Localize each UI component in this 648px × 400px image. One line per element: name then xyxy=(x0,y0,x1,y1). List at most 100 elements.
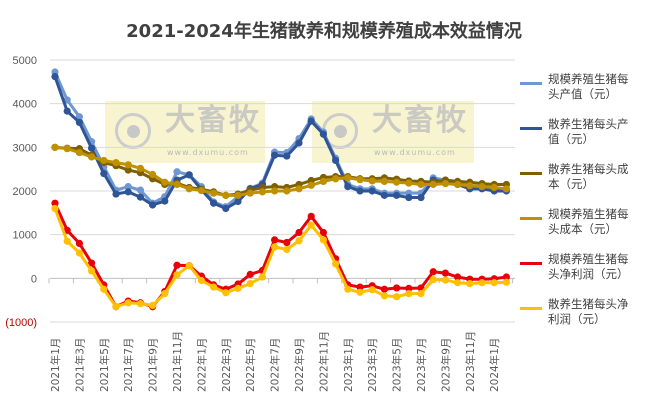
data-point xyxy=(173,168,181,176)
x-tick-label: 2022年7月 xyxy=(269,338,282,392)
x-tick-label: 2023年5月 xyxy=(391,338,404,392)
data-point xyxy=(63,145,71,153)
data-point xyxy=(271,243,279,251)
data-point xyxy=(161,178,169,186)
data-point xyxy=(136,164,144,172)
legend-label: 头成本（元） xyxy=(548,222,617,236)
legend-line-marker xyxy=(520,217,542,220)
data-point xyxy=(185,262,193,270)
watermark-url: www.dxumu.com xyxy=(167,148,249,157)
legend-item: 规模养殖生猪每 头净利润（元） xyxy=(520,252,648,297)
legend-label: 利润（元） xyxy=(548,312,606,326)
x-tick-label: 2022年5月 xyxy=(244,338,257,392)
data-point xyxy=(502,273,510,281)
data-point xyxy=(417,193,425,202)
data-point xyxy=(380,177,388,185)
x-tick-label: 2022年3月 xyxy=(220,338,233,392)
x-tick-label: 2023年7月 xyxy=(415,338,428,392)
data-point xyxy=(88,259,96,267)
data-point xyxy=(75,239,83,247)
chart-title: 2021-2024年生猪散养和规模养殖成本效益情况 xyxy=(126,21,522,42)
data-point xyxy=(124,183,132,191)
x-tick-label: 2024年1月 xyxy=(488,338,501,392)
legend: 规模养殖生猪每 头产值（元） 散养生猪每头产 值（元） 散养生猪每头成 本（元） 规模养殖生… xyxy=(520,72,648,342)
legend-item: 规模养殖生猪每 头成本（元） xyxy=(520,207,648,252)
data-point xyxy=(136,300,144,308)
data-point xyxy=(295,237,303,245)
data-point xyxy=(222,191,230,199)
data-point xyxy=(75,118,83,127)
data-point xyxy=(356,283,364,291)
data-point xyxy=(429,268,437,276)
data-point xyxy=(417,290,425,298)
y-tick-label: 1000 xyxy=(13,230,37,242)
data-point xyxy=(356,187,364,195)
legend-label: 值（元） xyxy=(548,132,594,146)
data-point xyxy=(502,185,510,193)
x-tick-label: 2023年9月 xyxy=(439,338,452,392)
data-point xyxy=(75,148,83,157)
data-point xyxy=(283,187,291,195)
data-point xyxy=(136,186,144,194)
data-point xyxy=(307,212,315,220)
data-point xyxy=(210,199,218,207)
data-point xyxy=(429,180,437,189)
data-point xyxy=(246,270,254,279)
legend-line-marker xyxy=(520,172,542,175)
data-point xyxy=(246,279,254,288)
data-point xyxy=(258,188,266,196)
data-point xyxy=(393,178,401,186)
legend-line-marker xyxy=(520,127,542,130)
data-point xyxy=(490,279,498,287)
data-point xyxy=(271,236,279,244)
data-point xyxy=(63,237,71,245)
legend-label: 散养生猪每头产 xyxy=(548,117,629,131)
data-point xyxy=(234,191,242,199)
x-tick-label: 2021年3月 xyxy=(73,338,86,392)
data-point xyxy=(502,278,510,286)
data-point xyxy=(405,193,413,202)
data-point xyxy=(63,107,71,115)
legend-line-marker xyxy=(520,307,542,310)
data-point xyxy=(441,179,449,188)
data-point xyxy=(283,238,291,247)
x-tick-label: 2021年5月 xyxy=(98,338,111,392)
data-point xyxy=(344,174,352,182)
data-point xyxy=(295,185,303,193)
data-point xyxy=(466,279,474,288)
data-point xyxy=(112,190,120,198)
x-tick-label: 2021年1月 xyxy=(49,338,62,392)
data-point xyxy=(307,181,315,189)
data-point xyxy=(307,117,315,125)
legend-label: 规模养殖生猪每 xyxy=(548,252,629,266)
data-point xyxy=(75,249,83,257)
data-point xyxy=(332,156,340,165)
data-point xyxy=(112,159,120,167)
data-point xyxy=(283,152,291,160)
data-point xyxy=(319,130,327,138)
data-point xyxy=(197,276,205,285)
data-point xyxy=(271,151,279,159)
legend-label: 头净利润（元） xyxy=(548,267,629,281)
legend-item: 散养生猪每头产 值（元） xyxy=(520,117,648,162)
x-tick-label: 2021年7月 xyxy=(122,338,135,392)
x-tick-label: 2023年3月 xyxy=(366,338,379,392)
data-point xyxy=(124,161,132,169)
data-point xyxy=(356,176,364,184)
data-point xyxy=(319,228,327,237)
data-point xyxy=(307,221,315,229)
data-point xyxy=(234,197,242,206)
data-point xyxy=(429,276,437,284)
legend-label: 散养生猪每头成 xyxy=(548,162,629,176)
data-point xyxy=(319,177,327,185)
data-point xyxy=(161,290,169,298)
x-tick-label: 2022年11月 xyxy=(317,331,330,392)
data-point xyxy=(380,191,388,199)
data-point xyxy=(210,189,218,197)
legend-label: 规模养殖生猪每 xyxy=(548,207,629,221)
data-point xyxy=(441,276,449,284)
series-line-5 xyxy=(53,202,507,309)
data-point xyxy=(100,169,108,178)
